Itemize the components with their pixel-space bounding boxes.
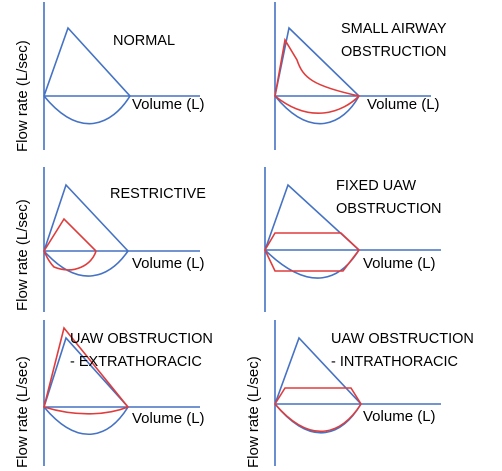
panel-uaw-obstruction-intrathoracic: Flow rate (L/sec) Volume (L) UAW OBSTRUC… [245, 314, 502, 471]
abnormal-loop [43, 217, 97, 271]
panel-title: UAW OBSTRUCTION - EXTRATHORACIC [70, 331, 213, 370]
flow-volume-plot-intrathoracic [274, 320, 441, 466]
x-axis-label: Volume (L) [132, 96, 205, 113]
panel-title: SMALL AIRWAY OBSTRUCTION [341, 21, 447, 60]
abnormal-loop [264, 232, 361, 272]
x-axis-label: Volume (L) [367, 96, 440, 113]
panel-fixed-uaw-obstruction: Volume (L) FIXED UAW OBSTRUCTION [251, 157, 502, 314]
abnormal-loop [274, 37, 361, 114]
x-axis-label: Volume (L) [363, 408, 436, 425]
y-axis-label: Flow rate (L/sec) [14, 356, 31, 468]
y-axis-label: Flow rate (L/sec) [14, 199, 31, 311]
flow-volume-plot-small-airway [274, 2, 431, 150]
panel-title: RESTRICTIVE [110, 186, 206, 202]
panel-uaw-obstruction-extrathoracic: Flow rate (L/sec) Volume (L) UAW OBSTRUC… [0, 314, 251, 471]
panel-restrictive: Flow rate (L/sec) Volume (L) RESTRICTIVE [0, 157, 251, 314]
normal-loop [43, 183, 130, 277]
flow-volume-plot-extrathoracic [43, 320, 200, 466]
normal-loop [43, 26, 131, 125]
abnormal-loop [274, 387, 362, 433]
panel-normal: Flow rate (L/sec) Volume (L) NORMAL [0, 0, 251, 157]
abnormal-loop [43, 326, 130, 415]
flow-volume-plot-restrictive [43, 167, 200, 312]
x-axis-label: Volume (L) [132, 255, 205, 272]
panel-title: UAW OBSTRUCTION - INTRATHORACIC [331, 331, 474, 370]
panel-small-airway-obstruction: Flow rate (L/sec) Volume (L) SMALL AIRWA… [251, 0, 502, 157]
x-axis-label: Volume (L) [132, 410, 205, 427]
y-axis-label: Flow rate (L/sec) [245, 356, 262, 468]
flow-volume-plot-normal [43, 2, 200, 150]
x-axis-label: Volume (L) [363, 255, 436, 272]
flow-volume-plot-fixed-uaw [264, 167, 441, 312]
y-axis-label: Flow rate (L/sec) [14, 40, 31, 152]
panel-title: NORMAL [113, 33, 176, 49]
panel-title: FIXED UAW OBSTRUCTION [336, 178, 442, 217]
